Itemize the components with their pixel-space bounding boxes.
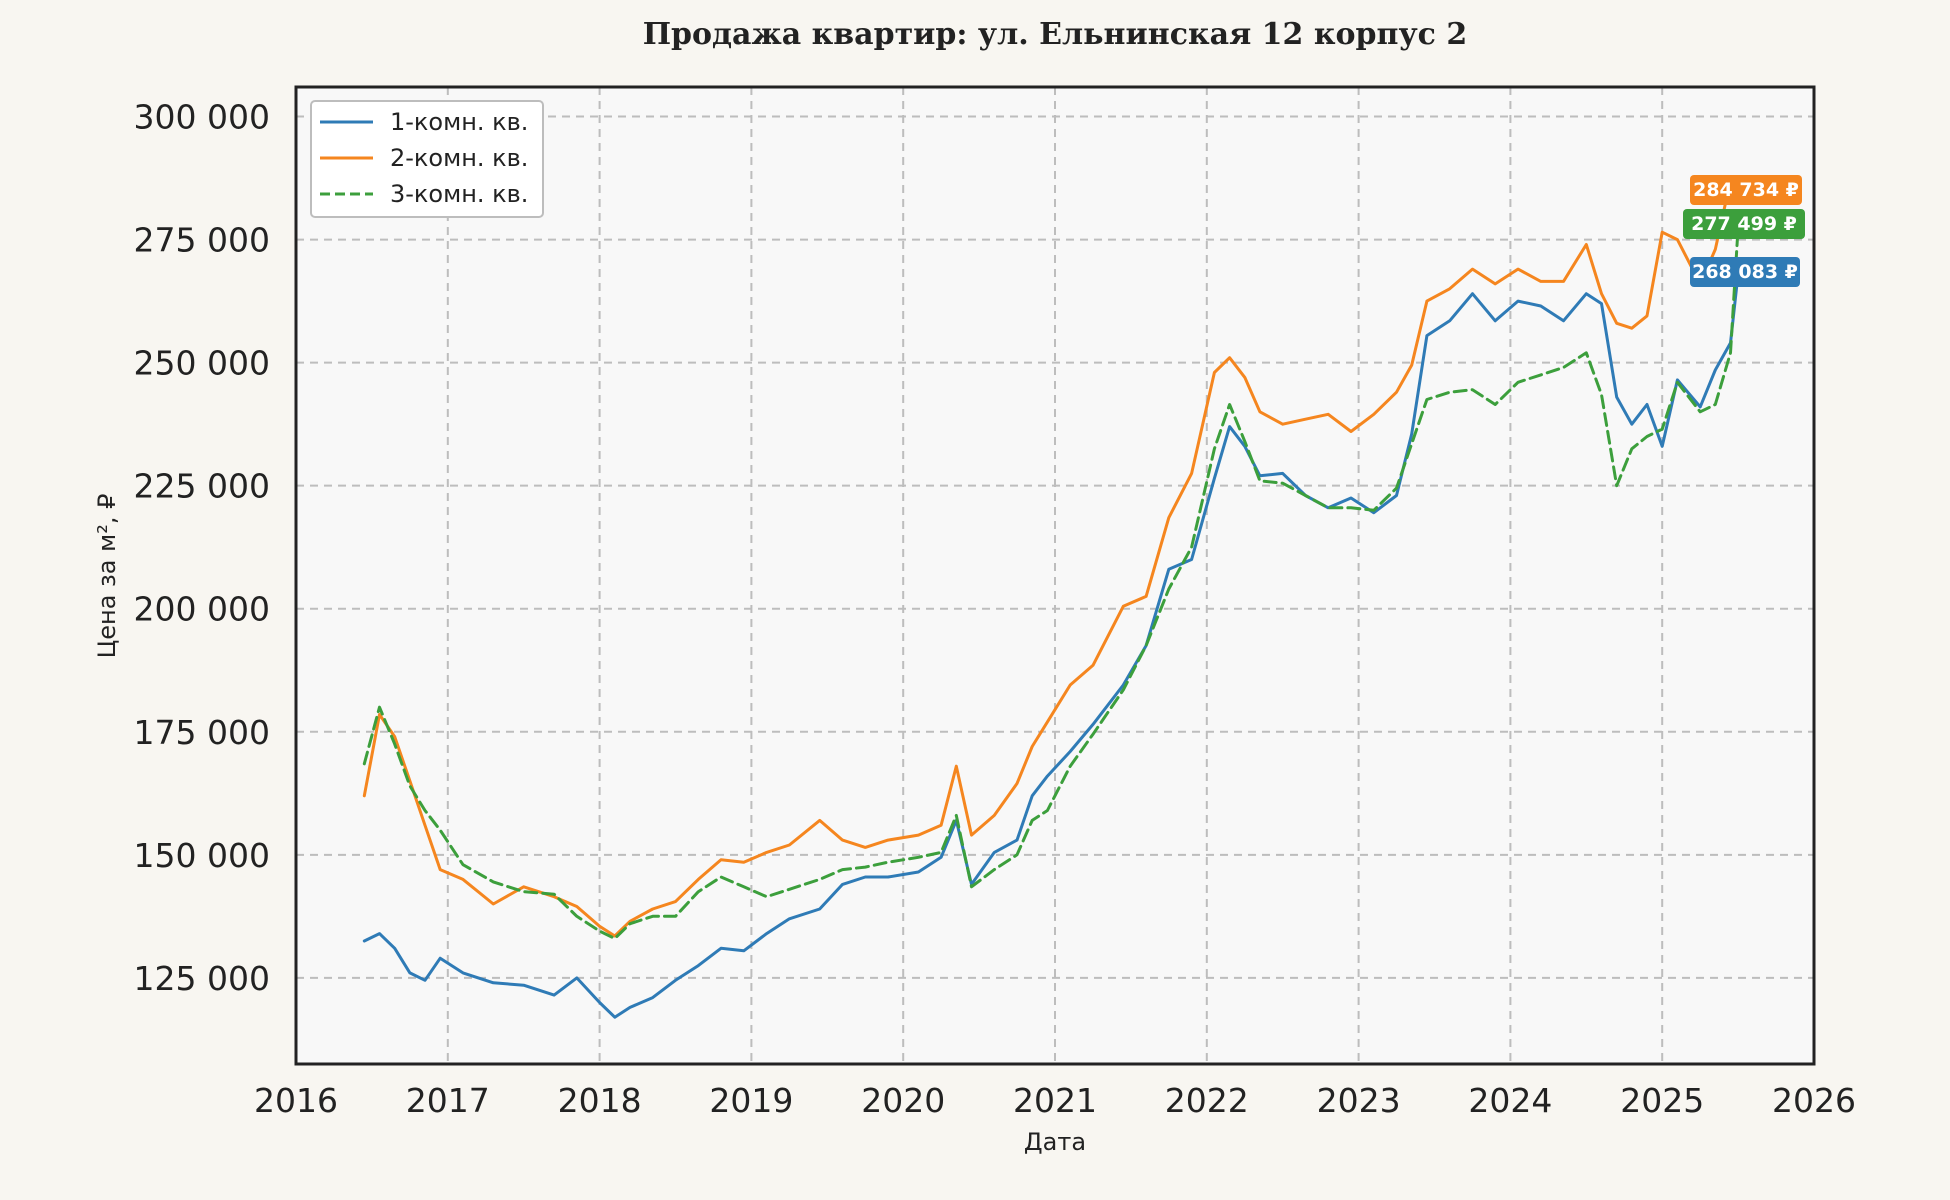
x-tick-label: 2016 — [254, 1081, 338, 1120]
plot-border — [294, 85, 1816, 1066]
x-axis-label: Дата — [1024, 1128, 1086, 1156]
axis-ticks: 2016 2017 2018 2019 2020 2021 2022 2023 2024 2025… — [134, 98, 1856, 1120]
x-tick-label: 2025 — [1620, 1081, 1704, 1120]
y-tick-label: 175 000 — [134, 713, 270, 752]
legend-label-3: 3-комн. кв. — [390, 180, 528, 208]
y-tick-label: 300 000 — [134, 98, 270, 137]
y-tick-label: 150 000 — [134, 836, 270, 875]
x-tick-label: 2026 — [1772, 1081, 1856, 1120]
legend: 1-комн. кв. 2-комн. кв. 3-комн. кв. — [310, 100, 544, 218]
latest-badge-3 — [1683, 209, 1805, 239]
y-tick-label: 125 000 — [134, 959, 270, 998]
y-tick-label: 275 000 — [134, 221, 270, 260]
latest-badge-1 — [1690, 257, 1800, 287]
series-lines — [362, 179, 1740, 1019]
y-tick-label: 225 000 — [134, 467, 270, 506]
grid — [295, 87, 1815, 1064]
y-tick-label: 250 000 — [134, 344, 270, 383]
legend-label-1: 1-комн. кв. — [390, 108, 528, 136]
x-tick-label: 2020 — [861, 1081, 945, 1120]
x-tick-label: 2023 — [1317, 1081, 1401, 1120]
latest-badge-label-2: 284 734 ₽ — [1693, 179, 1799, 201]
y-tick-label: 200 000 — [134, 590, 270, 629]
latest-badge-label-3: 277 499 ₽ — [1691, 213, 1797, 235]
latest-badge-2 — [1690, 175, 1802, 205]
chart-title: Продажа квартир: ул. Ельнинская 12 корпу… — [643, 17, 1468, 52]
x-tick-label: 2021 — [1013, 1081, 1097, 1120]
series-line-1 — [362, 272, 1740, 1019]
x-tick-label: 2018 — [558, 1081, 642, 1120]
series-line-3 — [362, 225, 1740, 940]
y-axis-label: Цена за м², ₽ — [93, 494, 121, 659]
x-tick-label: 2017 — [406, 1081, 490, 1120]
latest-value-badges: 284 734 ₽ 277 499 ₽ 268 083 ₽ — [1683, 175, 1805, 287]
series-line-2 — [362, 179, 1740, 938]
latest-badge-label-1: 268 083 ₽ — [1692, 261, 1798, 283]
x-tick-label: 2024 — [1468, 1081, 1552, 1120]
legend-box — [310, 100, 544, 218]
legend-label-2: 2-комн. кв. — [390, 144, 528, 172]
x-tick-label: 2019 — [709, 1081, 793, 1120]
x-tick-label: 2022 — [1165, 1081, 1249, 1120]
